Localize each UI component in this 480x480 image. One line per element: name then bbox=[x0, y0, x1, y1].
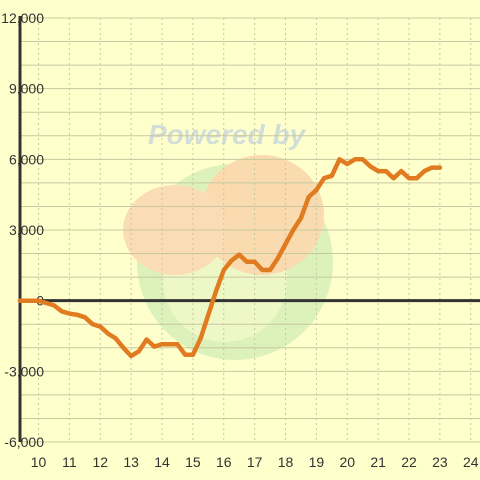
data-point bbox=[376, 169, 381, 174]
x-tick-labels: 10 11 12 13 14 15 16 17 18 19 20 21 22 23 24 bbox=[31, 454, 479, 470]
data-point bbox=[244, 259, 249, 264]
data-point bbox=[391, 176, 396, 181]
data-point bbox=[18, 298, 22, 303]
watermark-text: Powered by bbox=[148, 119, 307, 150]
data-point bbox=[51, 303, 56, 308]
data-point bbox=[190, 352, 195, 357]
y-tick-label: 12,000 bbox=[1, 10, 44, 26]
data-point bbox=[121, 345, 126, 350]
data-point bbox=[90, 322, 95, 327]
data-point bbox=[67, 311, 72, 316]
data-point bbox=[82, 315, 87, 320]
x-tick-label: 23 bbox=[432, 454, 448, 470]
data-point bbox=[383, 169, 388, 174]
data-point bbox=[260, 268, 265, 273]
data-point bbox=[160, 342, 165, 347]
data-point bbox=[113, 336, 118, 341]
data-point bbox=[368, 164, 373, 169]
data-point bbox=[298, 216, 303, 221]
y-tick-label: -3,000 bbox=[4, 363, 44, 379]
data-point bbox=[291, 228, 296, 232]
data-point bbox=[75, 312, 80, 317]
data-point bbox=[252, 259, 257, 264]
data-point bbox=[44, 301, 49, 306]
data-point bbox=[136, 349, 141, 354]
axes bbox=[18, 16, 480, 442]
data-point bbox=[129, 354, 134, 359]
x-tick-label: 11 bbox=[62, 454, 77, 470]
x-tick-label: 16 bbox=[216, 454, 232, 470]
data-point bbox=[283, 242, 288, 247]
data-point bbox=[306, 195, 311, 200]
watermark-inner-circle bbox=[163, 218, 287, 342]
data-point bbox=[206, 312, 211, 317]
data-point bbox=[337, 157, 342, 162]
data-point bbox=[399, 169, 404, 174]
data-point bbox=[214, 289, 219, 294]
x-tick-label: 12 bbox=[92, 454, 108, 470]
y-tick-label: -6,000 bbox=[4, 434, 44, 450]
data-point bbox=[237, 252, 242, 257]
watermark-logo: Powered by bbox=[123, 119, 333, 360]
data-point bbox=[437, 165, 442, 170]
x-tick-label: 10 bbox=[31, 454, 47, 470]
data-point bbox=[275, 256, 280, 261]
x-tick-label: 22 bbox=[401, 454, 417, 470]
data-point bbox=[59, 309, 64, 314]
x-tick-label: 21 bbox=[370, 454, 386, 470]
x-tick-label: 19 bbox=[309, 454, 325, 470]
x-tick-label: 17 bbox=[247, 454, 263, 470]
y-tick-label: 9,000 bbox=[9, 81, 44, 97]
y-tick-label: 3,000 bbox=[9, 222, 44, 238]
x-tick-label: 15 bbox=[185, 454, 201, 470]
data-point bbox=[422, 169, 427, 174]
data-point bbox=[329, 173, 334, 178]
data-point bbox=[144, 337, 149, 342]
x-tick-label: 18 bbox=[278, 454, 294, 470]
data-point bbox=[360, 157, 365, 162]
watermark-figure bbox=[200, 155, 324, 275]
data-point bbox=[175, 342, 180, 347]
x-tick-label: 24 bbox=[463, 454, 479, 470]
data-point bbox=[406, 176, 411, 181]
x-tick-label: 13 bbox=[123, 454, 139, 470]
x-tick-label: 20 bbox=[339, 454, 355, 470]
grid bbox=[20, 17, 480, 443]
data-point bbox=[414, 176, 419, 181]
data-point bbox=[229, 258, 234, 263]
y-tick-label: 6,000 bbox=[9, 151, 44, 167]
data-point bbox=[36, 298, 41, 303]
data-point bbox=[345, 162, 350, 167]
data-point bbox=[152, 344, 157, 349]
data-point bbox=[352, 157, 357, 162]
data-point bbox=[314, 187, 319, 192]
data-point bbox=[98, 324, 103, 329]
data-point bbox=[167, 342, 172, 347]
data-point bbox=[198, 336, 203, 341]
data-point bbox=[430, 165, 435, 170]
data-point bbox=[221, 268, 226, 273]
data-point bbox=[268, 268, 273, 273]
x-tick-label: 14 bbox=[154, 454, 170, 470]
data-point bbox=[322, 176, 327, 181]
data-point bbox=[183, 352, 188, 357]
data-point bbox=[28, 298, 33, 303]
watermark-circle bbox=[137, 164, 333, 360]
data-point bbox=[105, 331, 110, 336]
series-points bbox=[18, 157, 442, 359]
